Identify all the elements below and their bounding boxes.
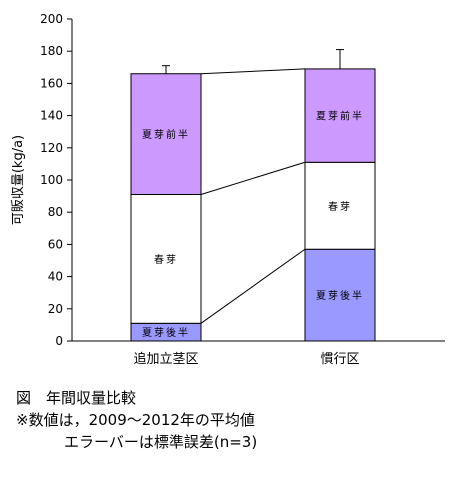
- x-category-label: 慣行区: [320, 351, 359, 367]
- caption-note-average: ※数値は，2009～2012年の平均値: [16, 411, 255, 429]
- y-tick-label: 160: [40, 76, 63, 90]
- bar-segment: [130, 193, 202, 324]
- segment-label: 夏芽前半: [142, 128, 190, 141]
- segment-label: 夏芽後半: [316, 289, 364, 302]
- connector-lines: [200, 68, 306, 324]
- bar-segment: [304, 161, 376, 250]
- y-axis-ticks: 0 20 40 60 80 100 120 140 160 180 200: [40, 12, 72, 348]
- connector-line: [200, 248, 306, 324]
- segment-label: 春芽: [154, 253, 178, 266]
- axes: [71, 19, 445, 342]
- x-axis-labels: 追加立茎区 慣行区: [133, 351, 359, 367]
- y-tick-label: 80: [48, 205, 63, 219]
- y-tick-label: 20: [48, 302, 63, 316]
- y-tick-label: 180: [40, 44, 63, 58]
- bar-segment: [304, 68, 376, 163]
- bars: [130, 68, 376, 342]
- segment-label: 夏芽前半: [316, 110, 364, 123]
- y-tick-label: 100: [40, 173, 63, 187]
- error-bars: [162, 49, 344, 74]
- y-tick-label: 40: [48, 270, 63, 284]
- caption-note-error-bars: エラーバーは標準誤差(n=3): [64, 433, 258, 451]
- y-tick-label: 120: [40, 141, 63, 155]
- y-tick-label: 200: [40, 12, 63, 26]
- segment-label: 夏芽後半: [142, 326, 190, 339]
- y-tick-label: 140: [40, 109, 63, 123]
- x-category-label: 追加立茎区: [133, 351, 198, 367]
- y-tick-label: 60: [48, 237, 63, 251]
- y-tick-label: 0: [55, 334, 63, 348]
- segment-label: 春芽: [328, 200, 352, 213]
- y-axis-title: 可販収量(kg/a): [11, 135, 26, 225]
- connector-line: [200, 161, 306, 195]
- connector-line: [200, 68, 306, 75]
- figure-caption: 図 年間収量比較: [16, 389, 137, 407]
- bar-segment: [304, 248, 376, 342]
